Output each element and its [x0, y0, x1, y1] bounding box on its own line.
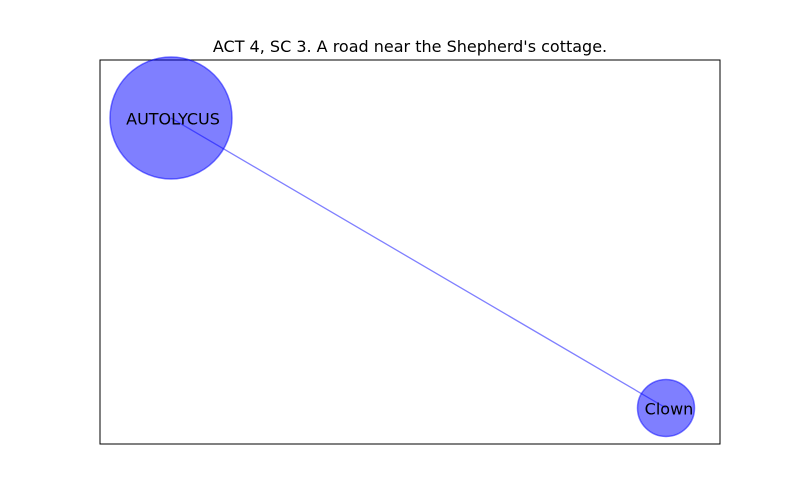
node-label-autolycus: AUTOLYCUS	[126, 110, 220, 129]
node-label-clown: Clown	[645, 400, 694, 419]
node-layer	[109, 56, 696, 438]
edge-layer	[170, 117, 667, 409]
edge-autolycus-clown	[170, 117, 667, 409]
figure-title: ACT 4, SC 3. A road near the Shepherd's …	[213, 37, 607, 56]
label-layer: AUTOLYCUS Clown	[126, 110, 693, 419]
node-autolycus	[109, 56, 233, 180]
node-clown	[636, 378, 696, 438]
